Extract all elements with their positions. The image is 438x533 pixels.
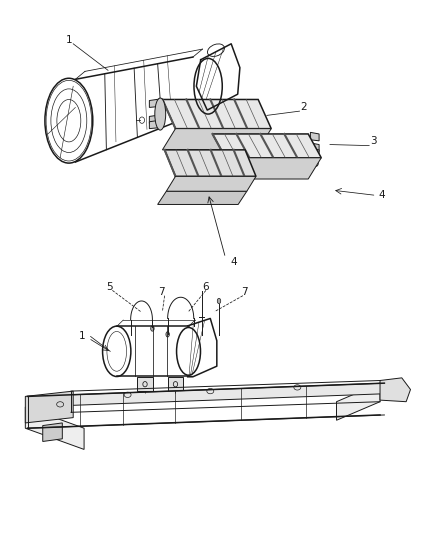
Polygon shape [25, 407, 84, 449]
Ellipse shape [217, 298, 221, 304]
Polygon shape [137, 377, 153, 391]
Ellipse shape [155, 98, 166, 130]
Polygon shape [336, 383, 380, 420]
Text: 3: 3 [370, 136, 377, 147]
Text: 7: 7 [241, 287, 247, 297]
Polygon shape [165, 150, 256, 176]
Text: 1: 1 [66, 35, 72, 45]
Text: 6: 6 [202, 281, 208, 292]
Polygon shape [25, 391, 73, 423]
Polygon shape [311, 148, 319, 157]
Text: 4: 4 [379, 190, 385, 200]
Polygon shape [28, 383, 385, 407]
Polygon shape [158, 191, 247, 205]
Polygon shape [212, 134, 321, 158]
Polygon shape [149, 115, 160, 123]
Ellipse shape [166, 332, 170, 337]
Polygon shape [311, 143, 319, 151]
Text: 2: 2 [300, 102, 307, 112]
Polygon shape [43, 423, 62, 441]
Polygon shape [311, 132, 319, 141]
Text: 1: 1 [78, 332, 85, 342]
Text: 5: 5 [106, 281, 113, 292]
Polygon shape [166, 176, 256, 191]
Polygon shape [149, 120, 160, 128]
Text: 4: 4 [231, 257, 237, 267]
Polygon shape [212, 158, 321, 179]
Ellipse shape [151, 326, 154, 331]
Polygon shape [149, 99, 160, 108]
Polygon shape [162, 128, 271, 150]
Polygon shape [168, 377, 184, 391]
Polygon shape [380, 378, 410, 402]
Polygon shape [162, 100, 271, 128]
Text: 7: 7 [158, 287, 165, 297]
